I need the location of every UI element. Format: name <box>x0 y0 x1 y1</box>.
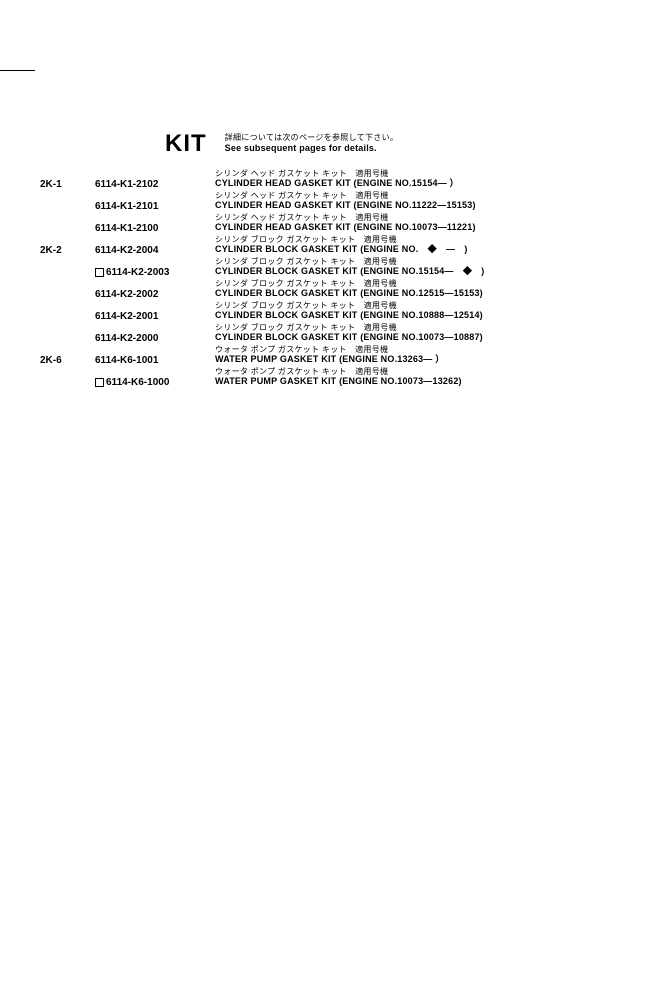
kit-note-jp: 詳細については次のページを参照して下さい。 <box>225 133 399 143</box>
top-rule <box>0 70 35 71</box>
page: KIT 詳細については次のページを参照して下さい。 See subsequent… <box>0 0 653 983</box>
kit-rows: 2K-16114-K1-2102 シリンダ ヘッド ガスケット キット 適用号機C… <box>40 170 640 390</box>
row-part-number: 6114-K2-2001 <box>95 302 215 322</box>
row-part-number: 6114-K6-1001 <box>95 346 215 366</box>
row-code <box>40 324 95 333</box>
row-desc-en: CYLINDER BLOCK GASKET KIT (ENGINE NO.151… <box>215 267 640 277</box>
row-description: シリンダ ブロック ガスケット キット 適用号機CYLINDER BLOCK G… <box>215 324 640 343</box>
row-desc-en: CYLINDER HEAD GASKET KIT (ENGINE NO.1007… <box>215 223 640 233</box>
row-part-number: 6114-K6-1000 <box>95 368 215 388</box>
row-code: 2K-1 <box>40 170 95 190</box>
row-desc-en: WATER PUMP GASKET KIT (ENGINE NO.13263— … <box>215 355 640 365</box>
row-part-number: 6114-K1-2102 <box>95 170 215 190</box>
kit-row: 6114-K2-2003 シリンダ ブロック ガスケット キット 適用号機CYLI… <box>40 258 640 278</box>
kit-row: 2K-16114-K1-2102 シリンダ ヘッド ガスケット キット 適用号機C… <box>40 170 640 190</box>
row-description: シリンダ ブロック ガスケット キット 適用号機CYLINDER BLOCK G… <box>215 258 640 277</box>
row-description: シリンダ ブロック ガスケット キット 適用号機CYLINDER BLOCK G… <box>215 302 640 321</box>
kit-subtitle: 詳細については次のページを参照して下さい。 See subsequent pag… <box>225 133 399 154</box>
kit-row: 6114-K6-1000 ウォータ ポンプ ガスケット キット 適用号機WATER… <box>40 368 640 388</box>
kit-row: 2K-26114-K2-2004 シリンダ ブロック ガスケット キット 適用号機… <box>40 236 640 256</box>
part-number-text: 6114-K2-2004 <box>95 245 158 256</box>
row-part-number: 6114-K2-2002 <box>95 280 215 300</box>
row-description: ウォータ ポンプ ガスケット キット 適用号機WATER PUMP GASKET… <box>215 346 640 365</box>
row-code <box>40 368 95 377</box>
row-code <box>40 214 95 223</box>
row-description: シリンダ ヘッド ガスケット キット 適用号機CYLINDER HEAD GAS… <box>215 170 640 189</box>
kit-row: 2K-66114-K6-1001 ウォータ ポンプ ガスケット キット 適用号機W… <box>40 346 640 366</box>
kit-row: 6114-K2-2002 シリンダ ブロック ガスケット キット 適用号機CYLI… <box>40 280 640 300</box>
part-number-text: 6114-K2-2000 <box>95 333 158 344</box>
kit-note-en: See subsequent pages for details. <box>225 143 399 154</box>
row-description: シリンダ ヘッド ガスケット キット 適用号機CYLINDER HEAD GAS… <box>215 214 640 233</box>
row-description: ウォータ ポンプ ガスケット キット 適用号機WATER PUMP GASKET… <box>215 368 640 387</box>
row-part-number: 6114-K1-2100 <box>95 214 215 234</box>
row-description: シリンダ ブロック ガスケット キット 適用号機CYLINDER BLOCK G… <box>215 280 640 299</box>
row-code <box>40 302 95 311</box>
part-number-text: 6114-K6-1001 <box>95 355 158 366</box>
kit-row: 6114-K1-2101 シリンダ ヘッド ガスケット キット 適用号機CYLIN… <box>40 192 640 212</box>
part-number-text: 6114-K2-2002 <box>95 289 158 300</box>
row-part-number: 6114-K2-2003 <box>95 258 215 278</box>
row-description: シリンダ ヘッド ガスケット キット 適用号機CYLINDER HEAD GAS… <box>215 192 640 211</box>
part-number-text: 6114-K2-2003 <box>106 267 169 278</box>
row-description: シリンダ ブロック ガスケット キット 適用号機CYLINDER BLOCK G… <box>215 236 640 255</box>
row-desc-en: WATER PUMP GASKET KIT (ENGINE NO.10073—1… <box>215 377 640 387</box>
part-number-text: 6114-K2-2001 <box>95 311 158 322</box>
row-code <box>40 192 95 201</box>
part-number-text: 6114-K1-2100 <box>95 223 158 234</box>
row-part-number: 6114-K2-2000 <box>95 324 215 344</box>
kit-title: KIT <box>165 130 207 158</box>
row-desc-en: CYLINDER HEAD GASKET KIT (ENGINE NO.1122… <box>215 201 640 211</box>
checkbox-icon <box>95 378 104 387</box>
kit-header: KIT 詳細については次のページを参照して下さい。 See subsequent… <box>165 130 398 158</box>
kit-row: 6114-K2-2000 シリンダ ブロック ガスケット キット 適用号機CYLI… <box>40 324 640 344</box>
row-code <box>40 280 95 289</box>
row-desc-en: CYLINDER BLOCK GASKET KIT (ENGINE NO.108… <box>215 311 640 321</box>
row-desc-en: CYLINDER BLOCK GASKET KIT (ENGINE NO. ◆ … <box>215 245 640 255</box>
row-desc-en: CYLINDER BLOCK GASKET KIT (ENGINE NO.125… <box>215 289 640 299</box>
part-number-text: 6114-K6-1000 <box>106 377 169 388</box>
checkbox-icon <box>95 268 104 277</box>
part-number-text: 6114-K1-2101 <box>95 201 158 212</box>
row-code <box>40 258 95 267</box>
kit-row: 6114-K2-2001 シリンダ ブロック ガスケット キット 適用号機CYLI… <box>40 302 640 322</box>
row-code: 2K-2 <box>40 236 95 256</box>
row-part-number: 6114-K2-2004 <box>95 236 215 256</box>
row-desc-en: CYLINDER HEAD GASKET KIT (ENGINE NO.1515… <box>215 179 640 189</box>
kit-row: 6114-K1-2100 シリンダ ヘッド ガスケット キット 適用号機CYLIN… <box>40 214 640 234</box>
row-part-number: 6114-K1-2101 <box>95 192 215 212</box>
row-desc-en: CYLINDER BLOCK GASKET KIT (ENGINE NO.100… <box>215 333 640 343</box>
part-number-text: 6114-K1-2102 <box>95 179 158 190</box>
row-code: 2K-6 <box>40 346 95 366</box>
